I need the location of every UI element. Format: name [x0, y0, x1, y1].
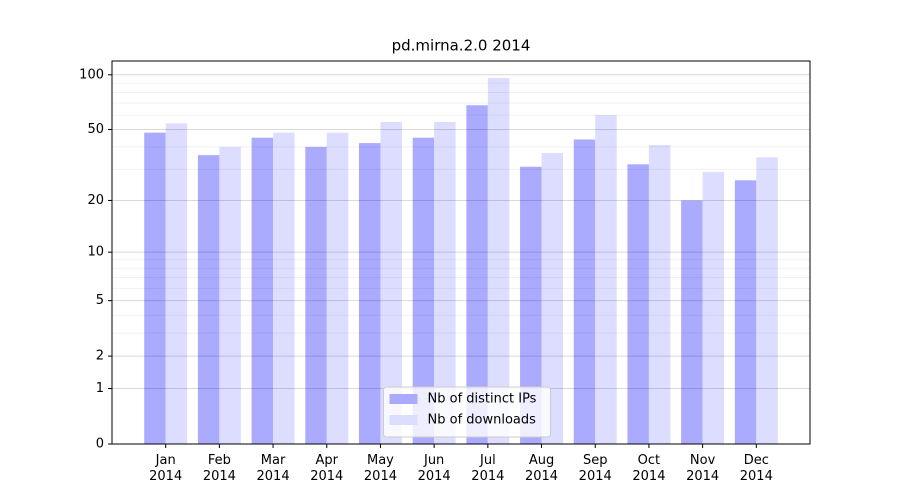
x-tick-label: Nov 2014 [686, 453, 720, 484]
x-tick-label: Jun 2014 [417, 453, 451, 484]
bar [734, 180, 757, 445]
legend-swatch [389, 415, 418, 425]
bar [412, 137, 435, 444]
bar [756, 157, 778, 444]
legend: Nb of distinct IPs Nb of downloads [383, 386, 551, 438]
plot-frame [111, 60, 811, 445]
legend-label: Nb of downloads [428, 413, 537, 428]
bar [326, 132, 349, 444]
y-tick-label: 10 [87, 245, 104, 260]
bar [144, 132, 166, 444]
x-tick-label: Mar 2014 [256, 453, 290, 484]
y-tick-label: 1 [96, 381, 104, 396]
x-tick-label: Aug 2014 [524, 453, 559, 484]
bar [487, 78, 510, 444]
bar [251, 137, 274, 444]
y-tick-label: 5 [96, 293, 104, 308]
legend-box [383, 386, 551, 438]
bar [273, 132, 295, 444]
x-tick-label: Jan 2014 [149, 453, 183, 484]
x-tick-label: May 2014 [363, 453, 397, 484]
bar [520, 166, 542, 444]
y-tick-label: 100 [79, 67, 104, 82]
x-tick-label: Sep 2014 [578, 453, 612, 484]
bar [648, 144, 671, 445]
bar [197, 155, 220, 444]
bar [541, 152, 564, 444]
y-tick-label: 20 [87, 193, 104, 208]
y-tick-label: 2 [96, 349, 104, 364]
legend-label: Nb of distinct IPs [428, 392, 537, 407]
bar [305, 146, 327, 444]
bar [573, 139, 596, 444]
y-tick-label: 0 [96, 437, 104, 452]
legend-swatch [389, 394, 418, 404]
bar [702, 171, 725, 444]
x-tick-label: Feb 2014 [202, 453, 236, 484]
bar [681, 200, 703, 444]
bar [434, 121, 456, 444]
x-tick-label: Jul 2014 [471, 453, 505, 484]
x-tick-label: Dec 2014 [739, 453, 773, 484]
bar [466, 105, 488, 444]
x-tick-label: Apr 2014 [310, 453, 344, 484]
bar [219, 146, 241, 444]
bar [358, 143, 381, 445]
bar [595, 115, 617, 445]
bar [380, 121, 402, 444]
bar [627, 164, 649, 444]
bar [165, 123, 188, 445]
chart-title: pd.mirna.2.0 2014 [392, 37, 531, 55]
y-tick-label: 50 [87, 122, 104, 137]
x-tick-label: Oct 2014 [632, 453, 666, 484]
